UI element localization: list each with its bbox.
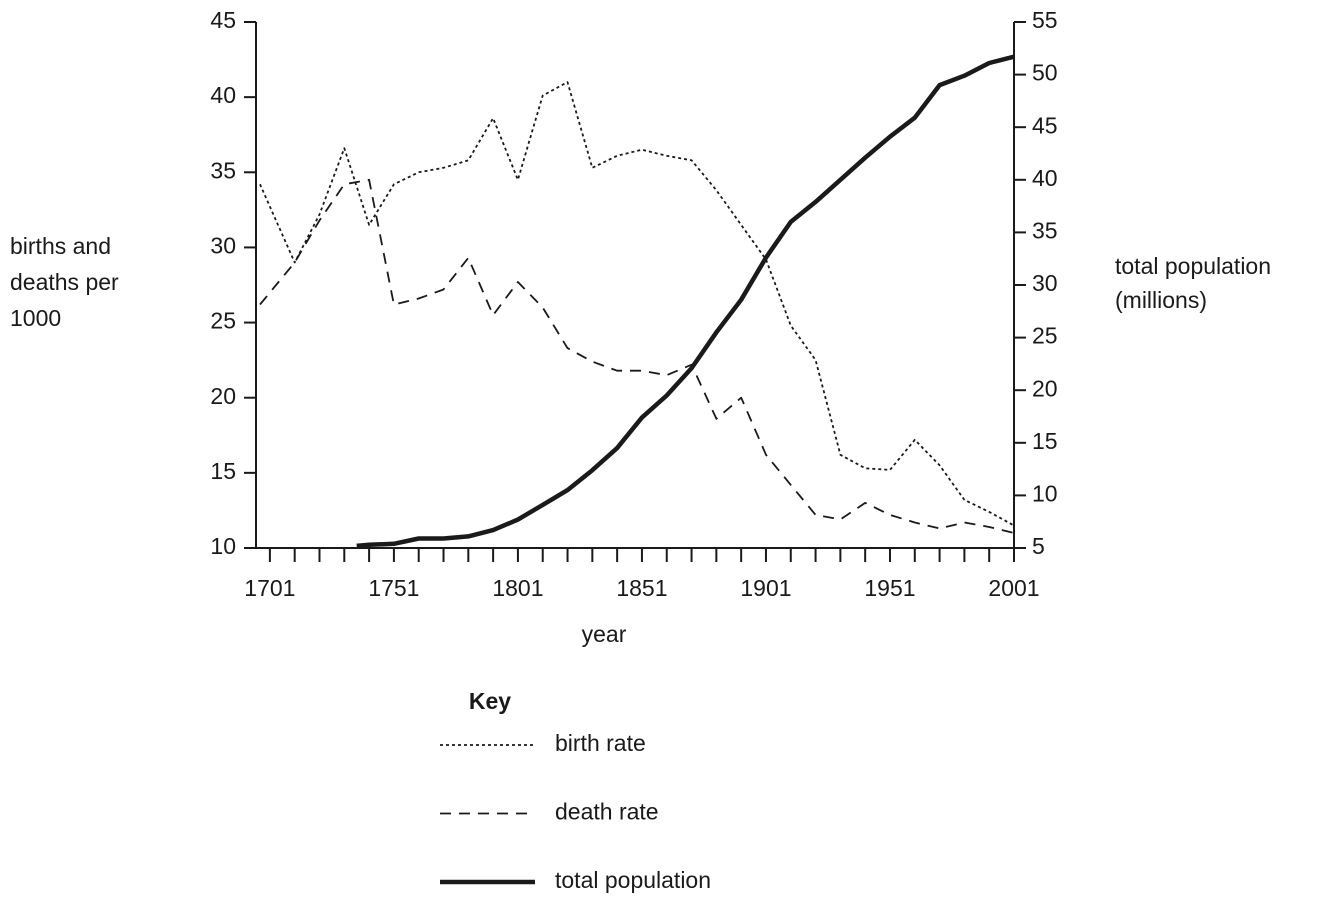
x-tick-label: 1751 (368, 575, 419, 601)
y-tick-label: 10 (210, 533, 236, 559)
series-line (259, 178, 1015, 534)
y-tick-label: 20 (210, 383, 236, 409)
x-tick-label: 1851 (616, 575, 667, 601)
y-tick-label: 30 (210, 233, 236, 259)
y2-tick-label: 55 (1032, 7, 1058, 33)
y-axis-label: 1000 (10, 305, 61, 331)
y2-tick-label: 5 (1032, 533, 1045, 559)
legend-label: death rate (555, 799, 659, 825)
legend-label: total population (555, 867, 711, 893)
y2-tick-label: 35 (1032, 217, 1058, 243)
y-tick-label: 45 (210, 7, 236, 33)
y2-tick-label: 25 (1032, 323, 1058, 349)
y2-tick-label: 50 (1032, 60, 1058, 86)
y-tick-label: 25 (210, 308, 236, 334)
legend-label: birth rate (555, 730, 646, 756)
y-axis-label: deaths per (10, 269, 119, 295)
y2-tick-label: 10 (1032, 480, 1058, 506)
y2-axis-label: total population (1115, 253, 1271, 279)
series-line (259, 81, 1015, 527)
x-axis-label: year (582, 621, 627, 647)
legend-title: Key (469, 688, 511, 714)
y2-tick-label: 40 (1032, 165, 1058, 191)
x-tick-label: 1901 (740, 575, 791, 601)
y-tick-label: 15 (210, 458, 236, 484)
y2-tick-label: 20 (1032, 375, 1058, 401)
y2-tick-label: 30 (1032, 270, 1058, 296)
series-line (356, 54, 1015, 549)
x-tick-label: 1801 (492, 575, 543, 601)
y2-tick-label: 45 (1032, 112, 1058, 138)
x-tick-label: 1701 (244, 575, 295, 601)
y-tick-label: 40 (210, 82, 236, 108)
y2-tick-label: 15 (1032, 428, 1058, 454)
y2-axis-label: (millions) (1115, 287, 1207, 313)
y-tick-label: 35 (210, 157, 236, 183)
y-axis-label: births and (10, 233, 111, 259)
x-tick-label: 2001 (988, 575, 1039, 601)
x-tick-label: 1951 (864, 575, 915, 601)
